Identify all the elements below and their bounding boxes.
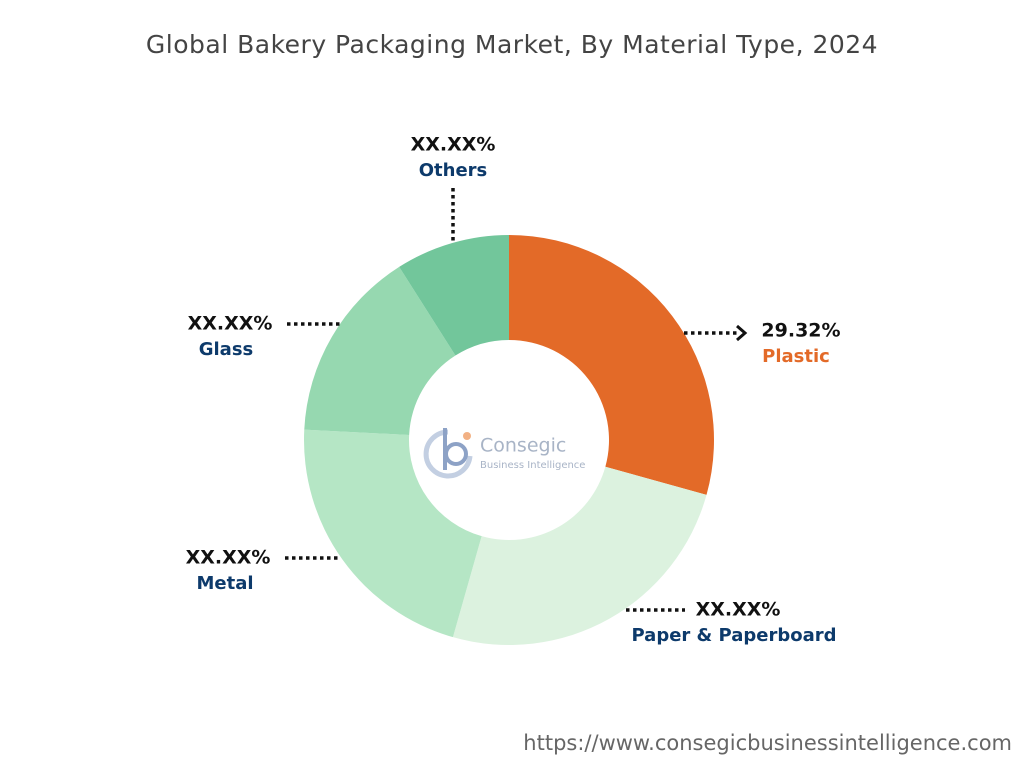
category-label: Others <box>419 160 488 181</box>
leader-lines <box>285 188 748 612</box>
value-label: XX.XX% <box>186 547 271 569</box>
logo-name: Consegic <box>480 435 566 457</box>
category-label: Plastic <box>762 346 830 367</box>
source-url: https://www.consegicbusinessintelligence… <box>523 731 1012 755</box>
value-label: XX.XX% <box>188 313 273 335</box>
logo-tagline: Business Intelligence <box>480 460 585 471</box>
category-label: Paper & Paperboard <box>631 625 836 646</box>
value-label: XX.XX% <box>411 134 496 156</box>
donut-slice <box>304 429 482 638</box>
donut-slice <box>399 235 509 356</box>
value-label: XX.XX% <box>696 599 781 621</box>
value-label: 29.32% <box>761 320 840 342</box>
logo: Consegic Business Intelligence <box>423 428 585 479</box>
category-label: Metal <box>196 573 253 594</box>
donut-slice <box>452 466 707 646</box>
donut-slice <box>304 266 456 435</box>
category-label: Glass <box>199 339 254 360</box>
donut-slice <box>509 235 714 495</box>
donut <box>304 235 714 646</box>
chart-title: Global Bakery Packaging Market, By Mater… <box>146 30 878 59</box>
